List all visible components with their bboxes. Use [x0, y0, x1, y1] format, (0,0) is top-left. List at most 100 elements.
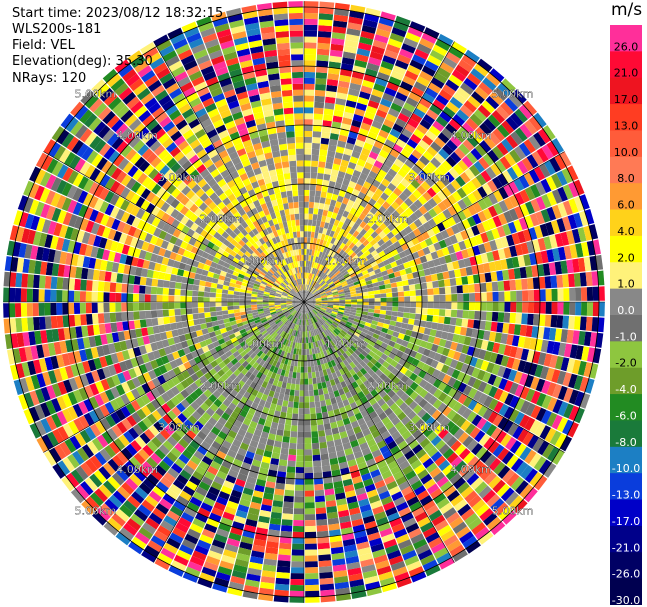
velocity-gate [467, 95, 481, 109]
velocity-gate [38, 275, 46, 289]
velocity-gate [293, 520, 304, 527]
velocity-gate [515, 313, 522, 324]
velocity-gate [239, 298, 246, 302]
velocity-gate [292, 407, 299, 414]
velocity-gate [371, 165, 381, 174]
velocity-gate [277, 554, 291, 562]
velocity-gate [356, 304, 363, 308]
velocity-gate [298, 402, 304, 409]
velocity-gate [437, 381, 448, 392]
velocity-gate [404, 396, 414, 406]
velocity-gate [347, 347, 355, 355]
velocity-gate [294, 496, 304, 503]
velocity-gate [304, 178, 310, 185]
velocity-gate [337, 311, 344, 315]
velocity-gate [365, 7, 381, 17]
velocity-gate [174, 282, 182, 289]
velocity-gate [341, 337, 348, 344]
velocity-gate [356, 225, 364, 233]
velocity-gate [416, 123, 429, 135]
velocity-gate [559, 151, 572, 167]
velocity-gate [304, 54, 316, 61]
velocity-gate [304, 71, 316, 79]
velocity-gate [162, 295, 169, 302]
velocity-gate [345, 302, 352, 305]
velocity-gate [352, 254, 359, 261]
velocity-gate [326, 269, 332, 276]
velocity-gate [311, 280, 315, 287]
velocity-gate [293, 366, 298, 373]
velocity-gate [430, 77, 445, 89]
velocity-gate [348, 316, 355, 321]
velocity-gate [326, 292, 333, 296]
velocity-gate [86, 280, 93, 291]
velocity-gate [397, 333, 405, 340]
velocity-gate [316, 525, 329, 532]
velocity-gate [584, 378, 595, 394]
velocity-gate [509, 312, 517, 324]
velocity-gate [275, 482, 285, 490]
velocity-gate [308, 295, 314, 299]
velocity-gate [556, 315, 564, 329]
velocity-gate [348, 314, 356, 319]
velocity-gate [325, 162, 333, 170]
velocity-gate [332, 252, 339, 259]
velocity-gate [466, 411, 478, 423]
velocity-gate [385, 333, 393, 341]
velocity-gate [500, 433, 512, 447]
velocity-gate [374, 188, 384, 197]
velocity-gate [115, 292, 122, 302]
velocity-gate [568, 315, 575, 330]
velocity-gate [529, 213, 540, 227]
velocity-gate [563, 403, 574, 419]
velocity-gate [227, 309, 235, 314]
velocity-gate [215, 293, 222, 298]
velocity-gate [598, 286, 605, 301]
velocity-gate [327, 303, 334, 305]
velocity-gate [56, 277, 64, 290]
velocity-gate [309, 303, 316, 307]
velocity-gate [511, 256, 520, 268]
velocity-gate [525, 402, 536, 417]
velocity-gate [389, 32, 405, 43]
velocity-gate [403, 102, 416, 113]
velocity-gate [371, 145, 382, 155]
velocity-gate [447, 244, 456, 254]
velocity-gate [157, 317, 165, 326]
velocity-gate [304, 355, 308, 361]
velocity-gate [276, 429, 284, 436]
velocity-gate [490, 427, 502, 440]
velocity-gate [490, 498, 505, 512]
velocity-gate [315, 184, 322, 192]
velocity-gate [467, 72, 482, 86]
velocity-gate [510, 112, 524, 127]
velocity-gate [314, 262, 319, 269]
velocity-gate [304, 484, 314, 491]
velocity-gate [350, 293, 357, 297]
velocity-gate [310, 360, 315, 367]
velocity-gate [461, 276, 469, 285]
velocity-gate [356, 48, 371, 57]
velocity-gate [285, 484, 295, 491]
velocity-gate [133, 275, 141, 285]
velocity-gate [436, 345, 445, 355]
velocity-gate [292, 543, 304, 550]
velocity-gate [338, 322, 345, 328]
velocity-gate [116, 321, 124, 332]
velocity-gate [368, 270, 376, 277]
velocity-gate [329, 133, 339, 141]
velocity-gate [312, 281, 316, 287]
velocity-gate [330, 250, 336, 258]
velocity-gate [379, 331, 387, 338]
velocity-gate [518, 217, 529, 230]
velocity-gate [392, 292, 399, 297]
velocity-gate [338, 293, 345, 297]
velocity-gate [347, 161, 357, 170]
velocity-gate [532, 277, 540, 289]
velocity-gate [138, 294, 145, 302]
velocity-gate [529, 453, 542, 468]
velocity-gate [519, 123, 533, 139]
velocity-gate [325, 254, 331, 261]
velocity-gate [466, 439, 479, 452]
velocity-gate [494, 332, 503, 343]
